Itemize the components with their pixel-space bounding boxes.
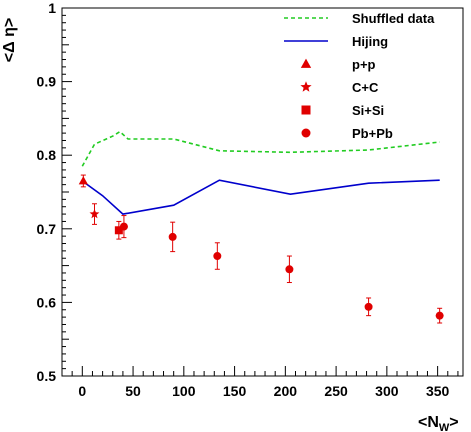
legend-marker-p-p [300,58,312,68]
x-tick-label: 100 [172,383,196,399]
c-c-point [89,208,100,219]
x-tick-label: 50 [125,383,141,399]
legend-marker-c-c [300,81,312,92]
series-lines [81,130,440,215]
legend-marker-pb-pb [301,128,311,138]
axis-ticks [61,7,459,377]
pb-pb-point [119,222,128,231]
tick-labels: 0 50 100 150 200 250 300 350 0.5 0.6 0.7 0.8 0.9 1 [37,0,450,399]
x-axis-label-end: > [449,414,458,431]
y-tick-label: 0.7 [37,221,57,237]
pb-pb-point [213,252,222,261]
y-tick-label: 0.9 [37,74,57,90]
hijing-line [81,179,440,215]
x-tick-label: 0 [78,383,86,399]
y-tick-label: 0.6 [37,294,57,310]
x-tick-label: 300 [375,383,399,399]
pb-pb-point [285,265,294,274]
plot-frame [61,7,464,377]
x-axis-label-main: <N [418,414,439,431]
legend-label-c-c: C+C [352,80,379,95]
legend-label-hijing: Hijing [352,34,388,49]
y-tick-label: 0.5 [37,368,57,384]
shuffled-data-line [81,130,440,167]
pb-pb-point [435,311,444,320]
legend-label-p-p: p+p [352,57,376,72]
x-tick-label: 200 [274,383,298,399]
data-points [78,174,444,324]
pb-pb-point [364,302,373,311]
x-tick-label: 350 [426,383,450,399]
y-tick-label: 0.8 [37,147,57,163]
x-axis-label: <NW> [418,414,459,432]
si-si-point [114,226,123,235]
legend-label-si-si: Si+Si [352,103,384,118]
legend: Shuffled data Hijing p+p C+C Si+Si Pb+Pb [284,11,435,141]
legend-label-pb-pb: Pb+Pb [352,126,393,141]
p-p-point [78,176,88,185]
legend-marker-si-si [301,105,311,115]
plot-border [61,7,464,377]
x-tick-label: 150 [223,383,247,399]
pb-pb-point [168,232,177,241]
y-tick-label: 1 [48,0,56,16]
x-tick-label: 250 [324,383,348,399]
legend-label-shuffled-data: Shuffled data [352,11,435,26]
x-axis-label-subscript: W [439,422,450,432]
y-axis-label: <Δ η> [1,18,18,62]
